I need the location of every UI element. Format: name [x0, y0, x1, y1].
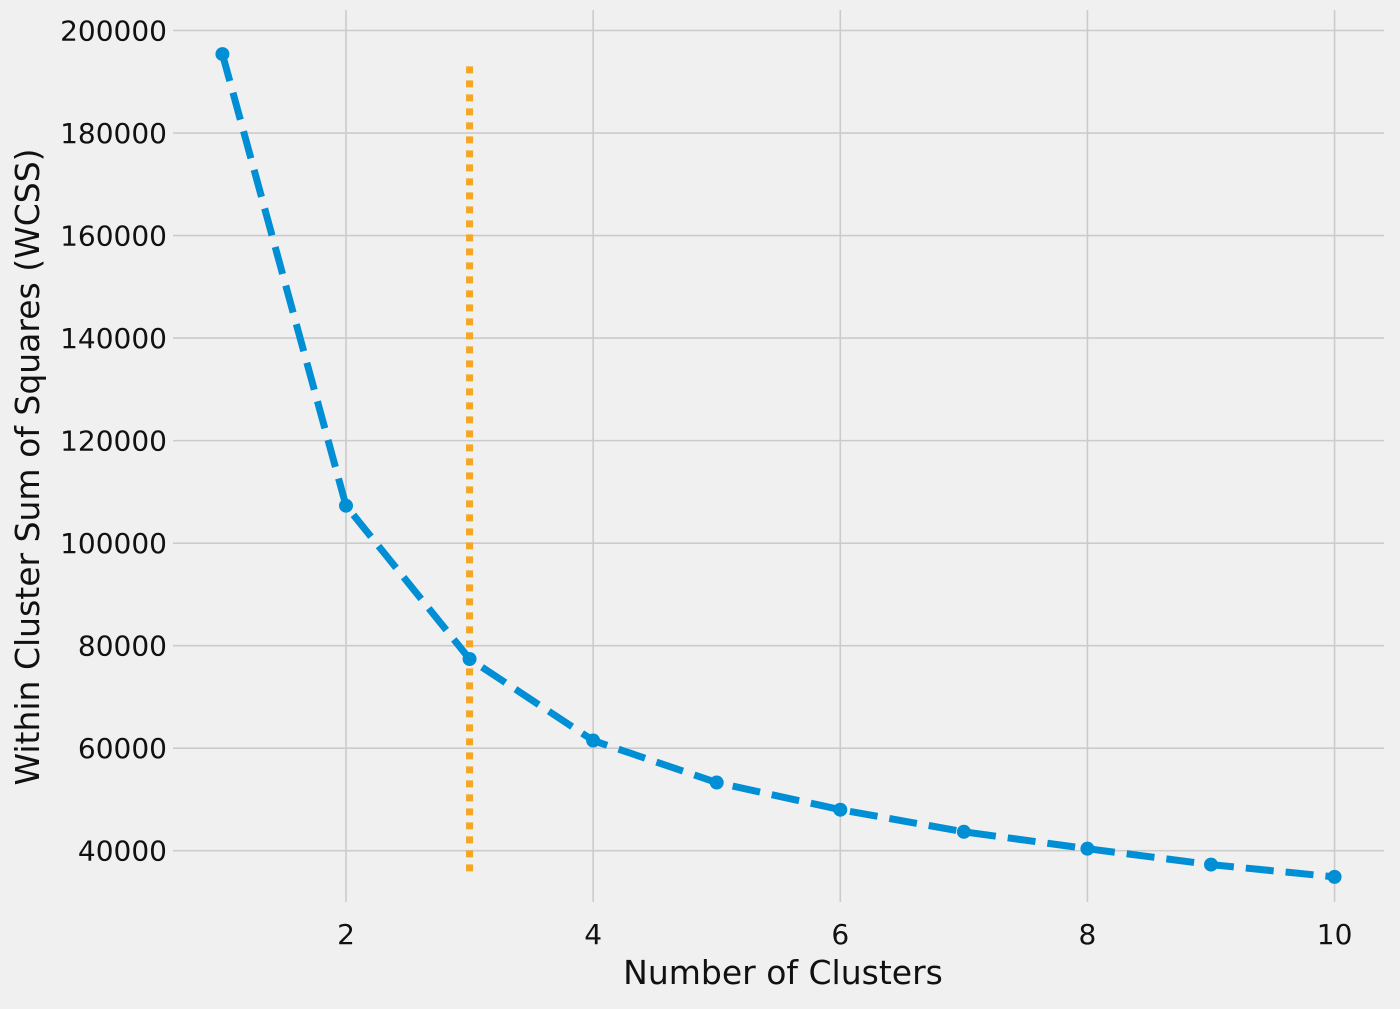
x-tick-label: 6	[831, 918, 849, 951]
y-tick-label: 60000	[78, 732, 167, 765]
wcss-data-point	[462, 652, 477, 667]
y-tick-label: 120000	[60, 425, 167, 458]
x-tick-label: 10	[1317, 918, 1353, 951]
x-tick-label: 4	[584, 918, 602, 951]
wcss-data-point	[1080, 841, 1095, 856]
x-tick-label: 2	[337, 918, 355, 951]
wcss-data-point	[1204, 857, 1218, 872]
wcss-data-point	[833, 802, 848, 817]
wcss-data-point	[709, 775, 724, 790]
y-tick-label: 160000	[60, 220, 167, 253]
y-tick-label: 40000	[78, 835, 167, 868]
wcss-data-point	[339, 498, 353, 513]
y-axis-label: Within Cluster Sum of Squares (WCSS)	[8, 148, 47, 785]
y-tick-label: 180000	[60, 117, 167, 150]
tick-labels: 40000 60000 80000 100000 120000 140000 160000 1…	[60, 15, 1352, 951]
wcss-data-point	[215, 47, 230, 62]
wcss-data-point	[956, 824, 971, 839]
wcss-data-point	[1327, 869, 1342, 884]
x-axis-label: Number of Clusters	[623, 953, 943, 992]
y-tick-label: 200000	[60, 15, 167, 48]
grid	[173, 10, 1384, 902]
x-tick-label: 8	[1079, 918, 1097, 951]
y-tick-label: 140000	[60, 322, 167, 355]
wcss-data-point	[586, 733, 601, 748]
y-tick-label: 80000	[78, 630, 167, 663]
wcss-series-line	[219, 53, 1335, 881]
series-group	[215, 47, 1342, 884]
y-tick-label: 100000	[60, 527, 167, 560]
